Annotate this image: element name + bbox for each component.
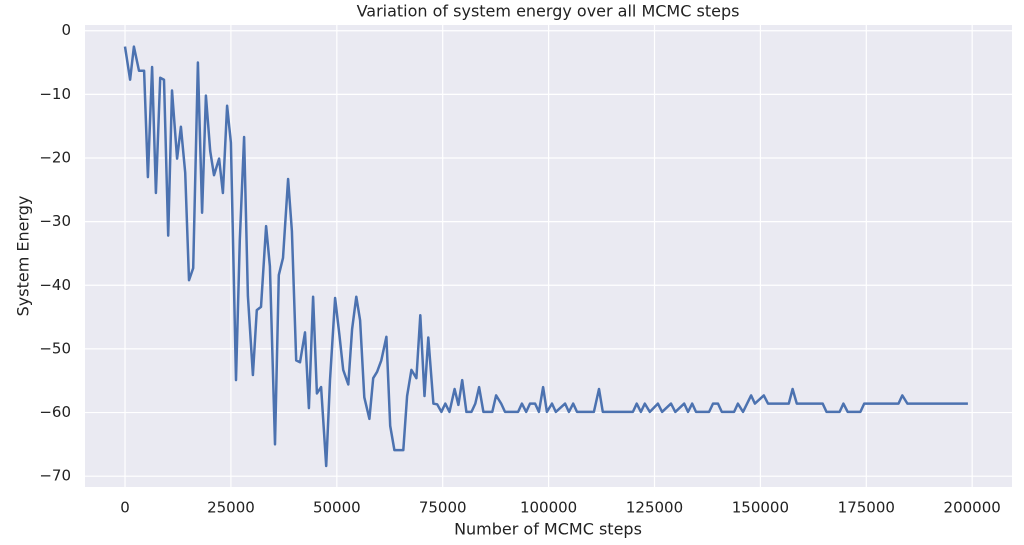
x-tick-label: 175000 bbox=[838, 499, 895, 517]
x-tick-label: 75000 bbox=[419, 499, 467, 517]
x-tick-label: 125000 bbox=[626, 499, 683, 517]
y-tick-label: 0 bbox=[61, 21, 71, 39]
chart-title: Variation of system energy over all MCMC… bbox=[357, 2, 740, 21]
x-tick-label: 100000 bbox=[520, 499, 577, 517]
data-line bbox=[123, 45, 968, 468]
x-axis-label: Number of MCMC steps bbox=[454, 520, 642, 539]
x-tick-label: 25000 bbox=[207, 499, 255, 517]
x-tick-label: 50000 bbox=[313, 499, 361, 517]
y-tick-label: −60 bbox=[39, 403, 71, 421]
y-tick-label: −50 bbox=[39, 339, 71, 357]
x-tick-label: 0 bbox=[120, 499, 130, 517]
x-tick-label: 200000 bbox=[944, 499, 1001, 517]
x-tick-label: 150000 bbox=[732, 499, 789, 517]
y-tick-label: −20 bbox=[39, 149, 71, 167]
y-axis-label: System Energy bbox=[14, 196, 33, 317]
y-tick-label: −10 bbox=[39, 85, 71, 103]
y-tick-label: −40 bbox=[39, 276, 71, 294]
y-tick-label: −30 bbox=[39, 212, 71, 230]
y-tick-label: −70 bbox=[39, 467, 71, 485]
